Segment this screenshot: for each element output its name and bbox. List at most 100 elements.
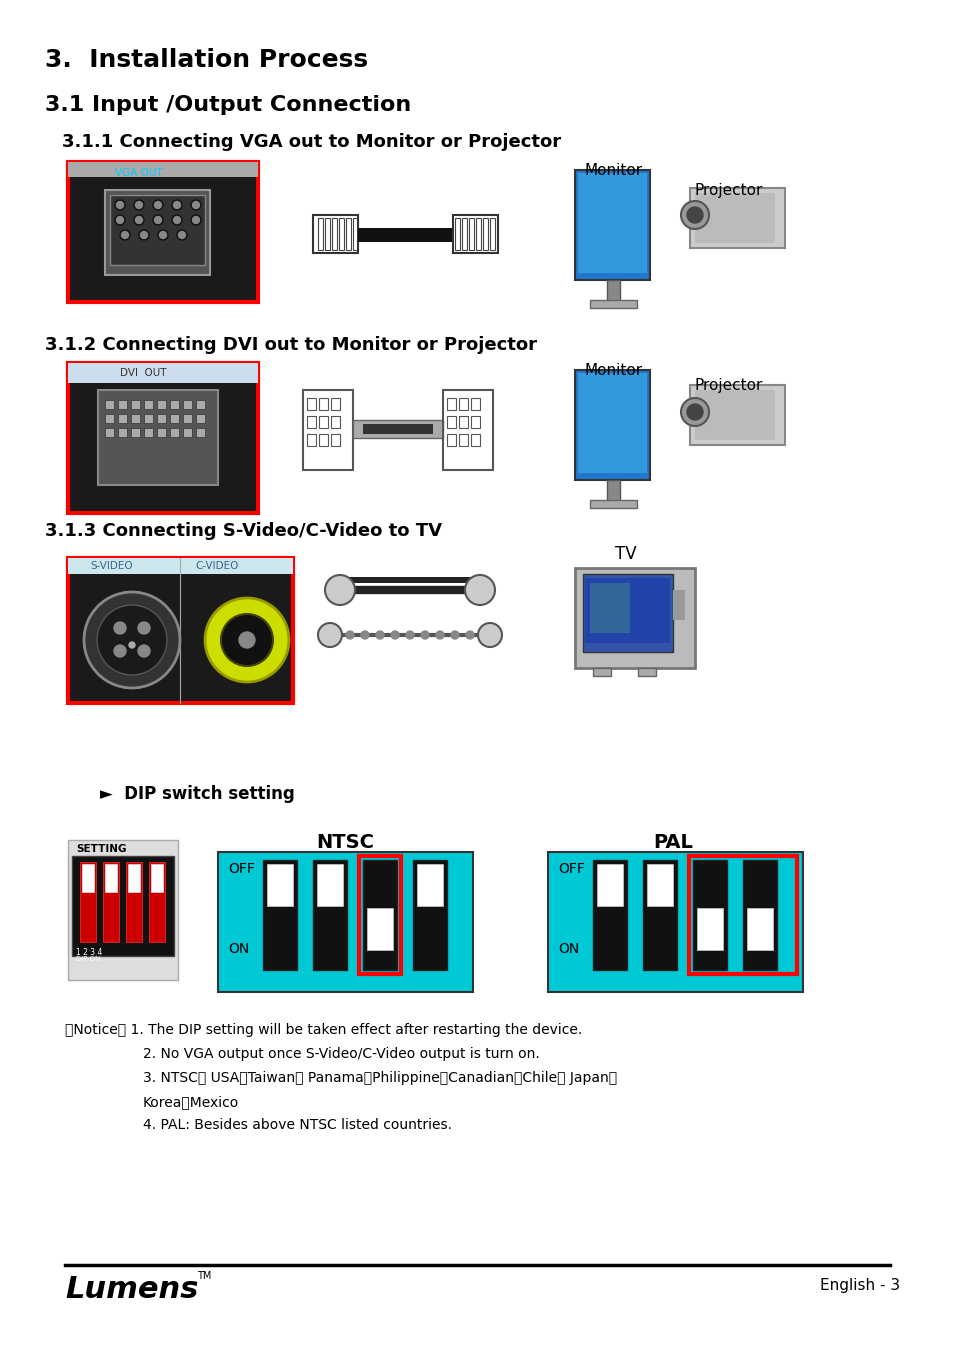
Circle shape (375, 631, 384, 639)
Circle shape (113, 622, 126, 634)
Circle shape (680, 201, 708, 228)
Circle shape (464, 575, 495, 604)
Text: 【Notice】 1. The DIP setting will be taken effect after restarting the device.: 【Notice】 1. The DIP setting will be take… (65, 1023, 581, 1037)
Circle shape (420, 631, 429, 639)
Bar (105, 414, 113, 423)
Bar (105, 864, 117, 892)
Circle shape (133, 215, 144, 224)
Text: S-VIDEO: S-VIDEO (90, 561, 132, 571)
Circle shape (465, 631, 474, 639)
Bar (695, 389, 774, 439)
Bar (578, 173, 646, 273)
Circle shape (135, 216, 142, 223)
Text: Monitor: Monitor (584, 362, 642, 379)
Bar (458, 416, 468, 429)
Bar (331, 397, 339, 410)
Bar (455, 218, 459, 250)
Bar (332, 218, 336, 250)
Circle shape (139, 230, 149, 241)
Bar (144, 400, 152, 410)
Bar (110, 195, 205, 265)
Bar (458, 397, 468, 410)
Bar (105, 191, 210, 274)
Bar (313, 215, 357, 253)
Bar (118, 414, 127, 423)
Bar (642, 860, 677, 969)
Circle shape (477, 623, 501, 648)
Bar (742, 860, 776, 969)
Circle shape (116, 201, 123, 208)
Bar (68, 162, 257, 177)
Text: 3. NTSC： USA、Taiwan、 Panama、Philippine、Canadian、Chile、 Japan、: 3. NTSC： USA、Taiwan、 Panama、Philippine、C… (143, 1071, 617, 1086)
Bar (469, 218, 474, 250)
Bar (597, 864, 622, 906)
Text: 3.1.1 Connecting VGA out to Monitor or Projector: 3.1.1 Connecting VGA out to Monitor or P… (62, 132, 560, 151)
Circle shape (317, 623, 341, 648)
Text: DIP ON: DIP ON (76, 956, 100, 963)
Circle shape (138, 622, 150, 634)
Circle shape (686, 207, 702, 223)
Bar (547, 852, 802, 992)
Bar (68, 362, 257, 383)
Circle shape (191, 215, 201, 224)
Bar (358, 856, 400, 973)
Bar (353, 218, 357, 250)
Circle shape (121, 231, 129, 238)
Bar (589, 583, 629, 633)
Bar (575, 370, 649, 480)
Circle shape (135, 201, 142, 208)
Bar (697, 909, 722, 950)
Circle shape (221, 614, 273, 667)
Bar (131, 400, 140, 410)
Text: Korea、Mexico: Korea、Mexico (143, 1095, 239, 1109)
Text: ►  DIP switch setting: ► DIP switch setting (100, 786, 294, 803)
Bar (195, 414, 205, 423)
Text: 4. PAL: Besides above NTSC listed countries.: 4. PAL: Besides above NTSC listed countr… (143, 1118, 452, 1132)
Circle shape (173, 201, 180, 208)
Bar (267, 864, 293, 906)
Bar (316, 864, 343, 906)
Circle shape (680, 397, 708, 426)
Bar (331, 416, 339, 429)
Bar (413, 860, 447, 969)
Bar (447, 397, 456, 410)
Bar (695, 193, 774, 243)
Circle shape (406, 631, 414, 639)
Text: C-VIDEO: C-VIDEO (194, 561, 238, 571)
Bar (689, 188, 784, 247)
Bar (471, 416, 479, 429)
Circle shape (172, 200, 182, 210)
Circle shape (154, 201, 161, 208)
Bar (68, 558, 293, 703)
Circle shape (239, 631, 254, 648)
Bar (692, 860, 726, 969)
Bar (82, 864, 94, 892)
Bar (471, 397, 479, 410)
Bar (307, 434, 315, 446)
Bar (416, 864, 442, 906)
Bar (584, 579, 669, 644)
Bar (746, 909, 772, 950)
Text: OFF: OFF (228, 863, 254, 876)
Bar (183, 400, 192, 410)
Bar (195, 400, 205, 410)
Bar (357, 228, 453, 242)
Text: Projector: Projector (695, 379, 762, 393)
Text: VGA OUT: VGA OUT (115, 168, 162, 178)
Bar (68, 362, 257, 512)
Bar (461, 218, 467, 250)
Circle shape (159, 231, 167, 238)
Text: ON: ON (228, 942, 249, 956)
Bar (157, 414, 166, 423)
Bar (183, 414, 192, 423)
Circle shape (436, 631, 443, 639)
Circle shape (154, 216, 161, 223)
Circle shape (686, 404, 702, 420)
Bar (482, 218, 488, 250)
Bar (606, 480, 619, 502)
Bar (458, 434, 468, 446)
Bar (688, 856, 796, 973)
Circle shape (178, 231, 185, 238)
Text: English - 3: English - 3 (820, 1278, 900, 1293)
Text: TM: TM (196, 1271, 212, 1280)
